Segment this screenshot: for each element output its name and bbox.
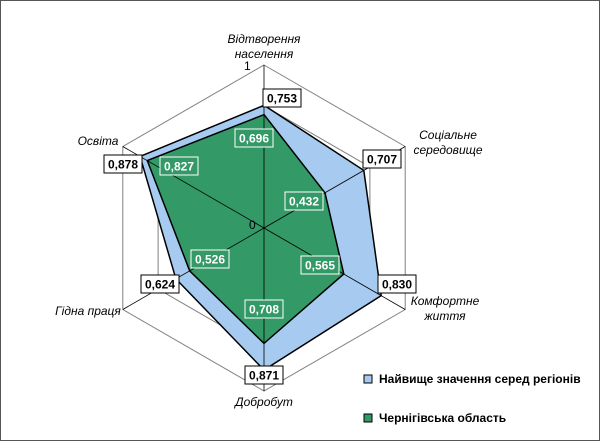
axis-label-3: Добробут	[233, 395, 293, 409]
svg-text:0,753: 0,753	[267, 92, 297, 106]
scale-label-max: 1	[244, 59, 251, 73]
value-label-max-3: 0,871	[244, 365, 284, 385]
value-label-region-5: 0,827	[159, 156, 199, 176]
svg-text:0,526: 0,526	[195, 253, 225, 267]
radar-value-labels: 0,753 0,707 0,830 0,871 0,624 0,878 0,696 0,432…	[103, 88, 417, 385]
value-label-max-5: 0,878	[103, 154, 143, 174]
svg-text:0,871: 0,871	[249, 369, 279, 383]
legend-swatch-region	[363, 413, 373, 423]
scale-label-min: 0	[249, 218, 256, 232]
svg-text:0,878: 0,878	[108, 158, 138, 172]
svg-text:0,696: 0,696	[239, 132, 269, 146]
axis-label-4: Гідна праця	[55, 304, 121, 318]
radar-axis-labels: Відтворення населення Соціальне середовище К…	[55, 32, 483, 409]
axis-label-2: Комфортне життя	[411, 294, 480, 323]
svg-text:0,708: 0,708	[249, 303, 279, 317]
value-label-region-2: 0,565	[300, 255, 340, 275]
value-label-region-0: 0,696	[234, 128, 274, 148]
legend-label-region: Чернігівська область	[379, 411, 506, 425]
svg-text:0,624: 0,624	[145, 278, 175, 292]
value-label-max-1: 0,707	[362, 149, 402, 169]
axis-label-5: Освіта	[78, 134, 119, 148]
svg-text:0,830: 0,830	[382, 278, 412, 292]
svg-text:0,827: 0,827	[164, 160, 194, 174]
svg-text:0,432: 0,432	[289, 195, 319, 209]
value-label-max-2: 0,830	[377, 274, 417, 294]
spoke	[122, 146, 265, 229]
value-label-region-4: 0,526	[190, 249, 230, 269]
spoke	[122, 227, 265, 310]
svg-text:0,707: 0,707	[367, 153, 397, 167]
radar-scale: 01	[244, 59, 256, 232]
legend-swatch-max	[363, 374, 373, 384]
value-label-max-4: 0,624	[140, 274, 180, 294]
axis-label-1: Соціальне середовище	[413, 128, 482, 157]
legend-label-max: Найвище значення серед регіонів	[379, 372, 581, 386]
chart-legend: Найвище значення серед регіонів Чернігів…	[363, 372, 581, 425]
value-label-region-3: 0,708	[244, 299, 284, 319]
value-label-max-0: 0,753	[262, 88, 302, 108]
value-label-region-1: 0,432	[284, 191, 324, 211]
svg-text:0,565: 0,565	[305, 259, 335, 273]
axis-label-0: Відтворення населення	[228, 32, 302, 61]
